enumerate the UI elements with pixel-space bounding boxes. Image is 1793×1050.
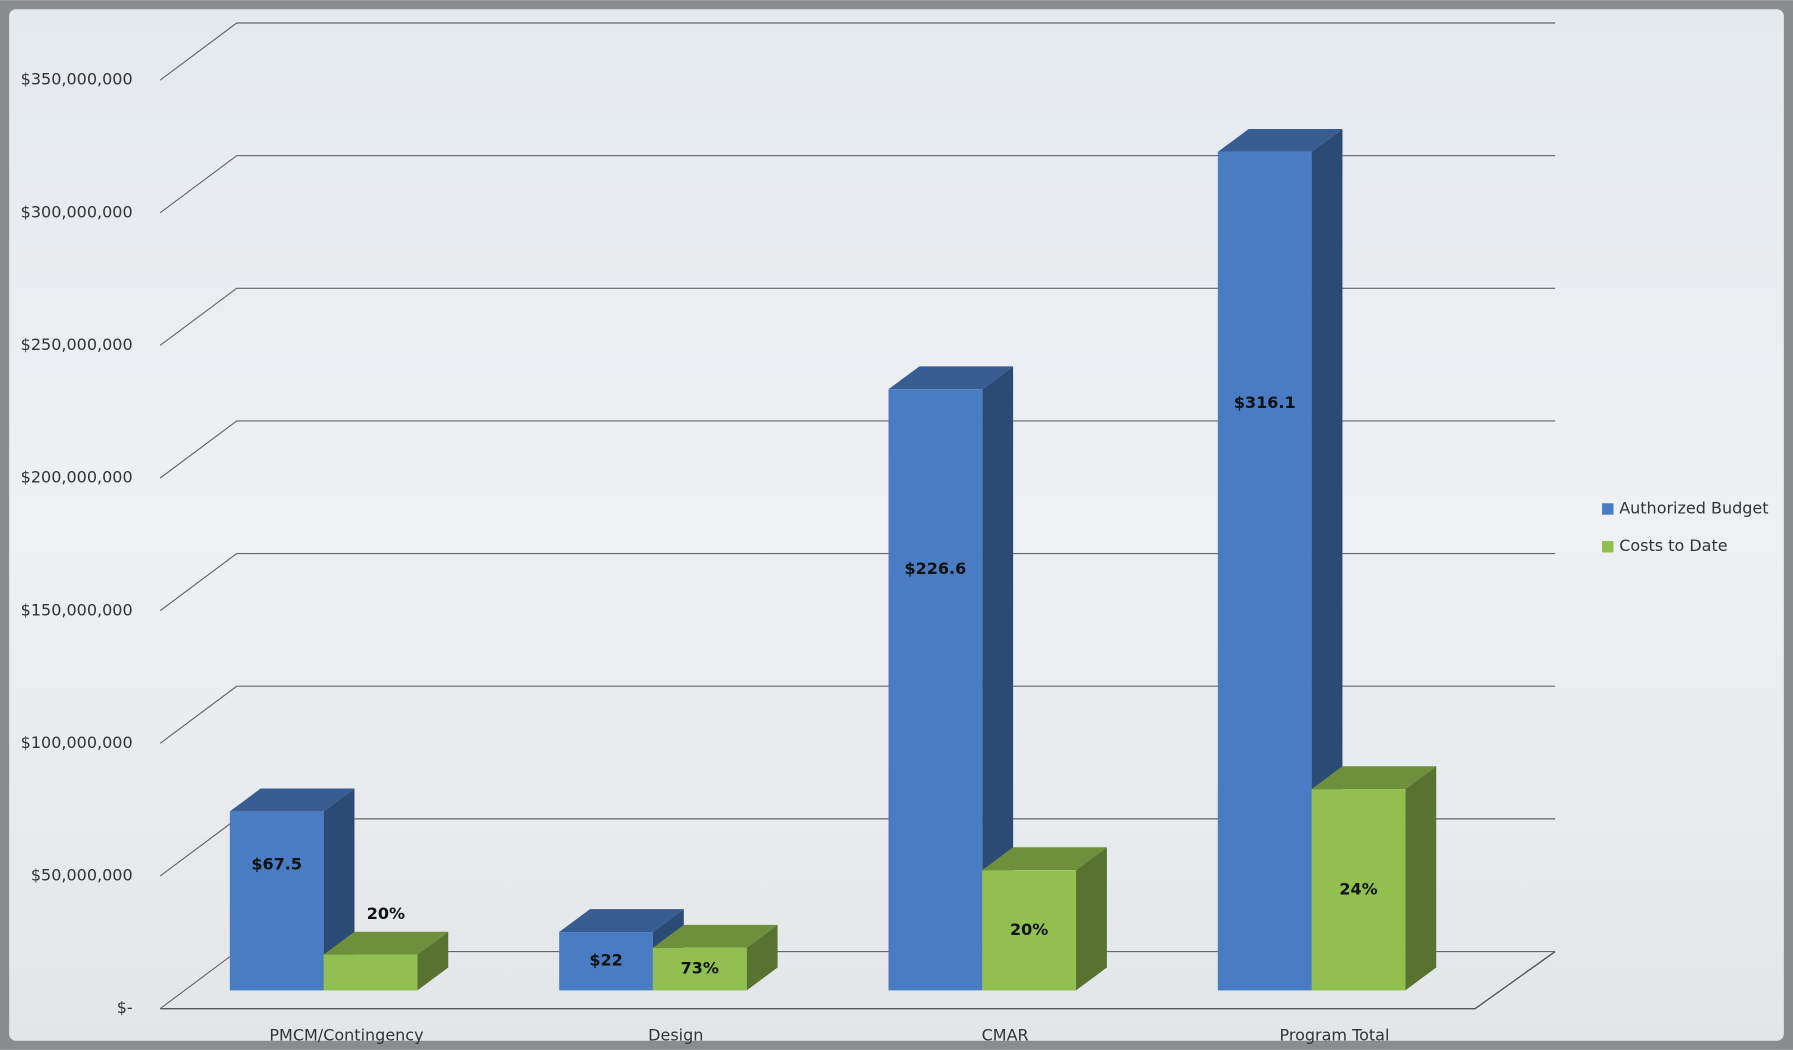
floor-edge xyxy=(160,950,1556,1010)
bar-side xyxy=(982,366,1014,991)
x-tick-label: Program Total xyxy=(1279,1026,1389,1045)
data-label: 73% xyxy=(681,959,719,978)
bar xyxy=(1311,789,1406,991)
y-tick-label: $250,000,000 xyxy=(21,335,133,354)
y-tick-label: $50,000,000 xyxy=(31,866,133,885)
data-label: $226.6 xyxy=(905,559,967,578)
bar xyxy=(1217,151,1312,991)
bar-top xyxy=(1217,128,1343,152)
data-label: $22 xyxy=(589,951,622,970)
grid-line xyxy=(159,420,1556,479)
plot: $- $50,000,000 $100,000,000 $150,000,000 $20… xyxy=(21,22,1769,1045)
data-label: 24% xyxy=(1339,879,1377,898)
x-tick-label: PMCM/Contingency xyxy=(269,1026,423,1045)
legend-swatch xyxy=(1602,503,1614,515)
bar-top xyxy=(559,909,684,933)
bar xyxy=(888,389,983,991)
legend-label: Authorized Budget xyxy=(1619,498,1768,517)
grid-line xyxy=(159,287,1556,346)
x-tick-label: CMAR xyxy=(982,1026,1029,1045)
bar-side xyxy=(417,931,449,991)
grid-line xyxy=(159,553,1556,612)
bar-side xyxy=(1076,847,1107,991)
y-tick-label: $- xyxy=(117,998,133,1017)
x-tick-label: Design xyxy=(648,1026,703,1045)
y-tick-label: $350,000,000 xyxy=(21,70,133,89)
data-label: $67.5 xyxy=(251,855,302,874)
grid-line xyxy=(159,22,1556,81)
bar xyxy=(982,870,1077,991)
bar-top xyxy=(323,931,449,955)
bar-top xyxy=(982,847,1107,871)
grid-line xyxy=(159,685,1556,744)
data-label: 20% xyxy=(1010,920,1048,939)
y-tick-label: $100,000,000 xyxy=(21,733,133,752)
bar xyxy=(229,811,324,991)
bar xyxy=(559,932,653,991)
y-tick-label: $300,000,000 xyxy=(21,202,133,221)
data-label: $316.1 xyxy=(1234,393,1296,412)
bar xyxy=(652,947,747,991)
bar xyxy=(323,954,418,991)
bar-top xyxy=(652,924,778,948)
legend-swatch xyxy=(1602,541,1614,553)
bar-side xyxy=(1405,766,1437,991)
legend-label: Costs to Date xyxy=(1619,536,1727,555)
bar-side xyxy=(746,924,778,991)
y-tick-label: $150,000,000 xyxy=(21,600,133,619)
grid-line xyxy=(159,155,1556,214)
bar-top xyxy=(888,366,1014,390)
bar-top xyxy=(1311,766,1437,790)
data-label: 20% xyxy=(367,904,405,923)
bar-top xyxy=(229,788,355,812)
y-tick-label: $200,000,000 xyxy=(21,468,133,487)
